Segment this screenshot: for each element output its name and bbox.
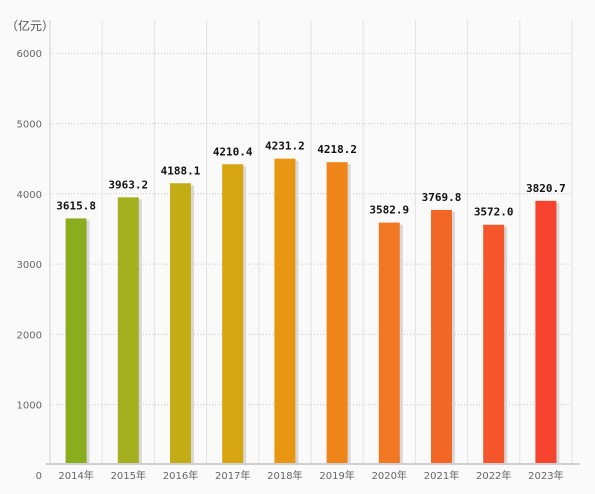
x-tick-label: 2016年 [163, 469, 198, 482]
x-tick-label: 2022年 [476, 469, 511, 482]
bar [170, 183, 191, 464]
y-tick-label: 3000 [17, 260, 42, 271]
x-tick-label: 2019年 [319, 469, 354, 482]
bar-value-label: 3769.8 [422, 191, 462, 204]
bar-value-label: 4210.4 [213, 145, 253, 158]
bar-value-label: 3572.0 [474, 206, 514, 219]
x-tick-label: 2023年 [528, 469, 563, 482]
x-axis: 2014年 2015年 2016年 2017年 2018年 2019年 2020年 2021年… [46, 463, 580, 482]
y-tick-label: 4000 [17, 190, 42, 201]
y-tick-label: 1000 [17, 401, 42, 412]
x-tick-label: 2018年 [267, 469, 302, 482]
value-labels: 3615.8 3963.2 4188.1 4210.4 4231.2 4218.2 3582… [56, 140, 566, 219]
x-tick-label: 2020年 [372, 469, 407, 482]
y-tick-label: 5000 [17, 120, 42, 131]
x-tick-label: 2017年 [215, 469, 250, 482]
y-tick-label: 6000 [17, 49, 42, 60]
bar [326, 162, 348, 465]
bar [222, 164, 244, 465]
bar-value-label: 4218.2 [317, 143, 357, 156]
bar-value-label: 4188.1 [161, 164, 201, 177]
bar-value-label: 3963.2 [108, 178, 148, 191]
y-tick-label: 2000 [17, 330, 42, 341]
bar [535, 200, 557, 464]
x-tick-label: 2014年 [58, 469, 93, 482]
y-axis-unit-label: （亿元） [6, 18, 54, 33]
bar-value-label: 3615.8 [56, 199, 96, 212]
bar [483, 224, 505, 464]
bar [274, 158, 296, 464]
y-tick-label: 0 [36, 471, 42, 482]
bar-value-label: 3820.7 [526, 182, 566, 195]
y-axis: 0 1000 2000 3000 4000 5000 6000 [17, 20, 51, 482]
bar [431, 209, 452, 464]
bar [65, 218, 87, 464]
bar [378, 222, 400, 464]
bar-value-label: 3582.9 [369, 204, 409, 217]
x-tick-label: 2021年 [424, 469, 459, 482]
bars [65, 158, 560, 465]
x-tick-label: 2015年 [111, 469, 146, 482]
bar [117, 197, 139, 464]
bar-value-label: 4231.2 [265, 140, 305, 153]
